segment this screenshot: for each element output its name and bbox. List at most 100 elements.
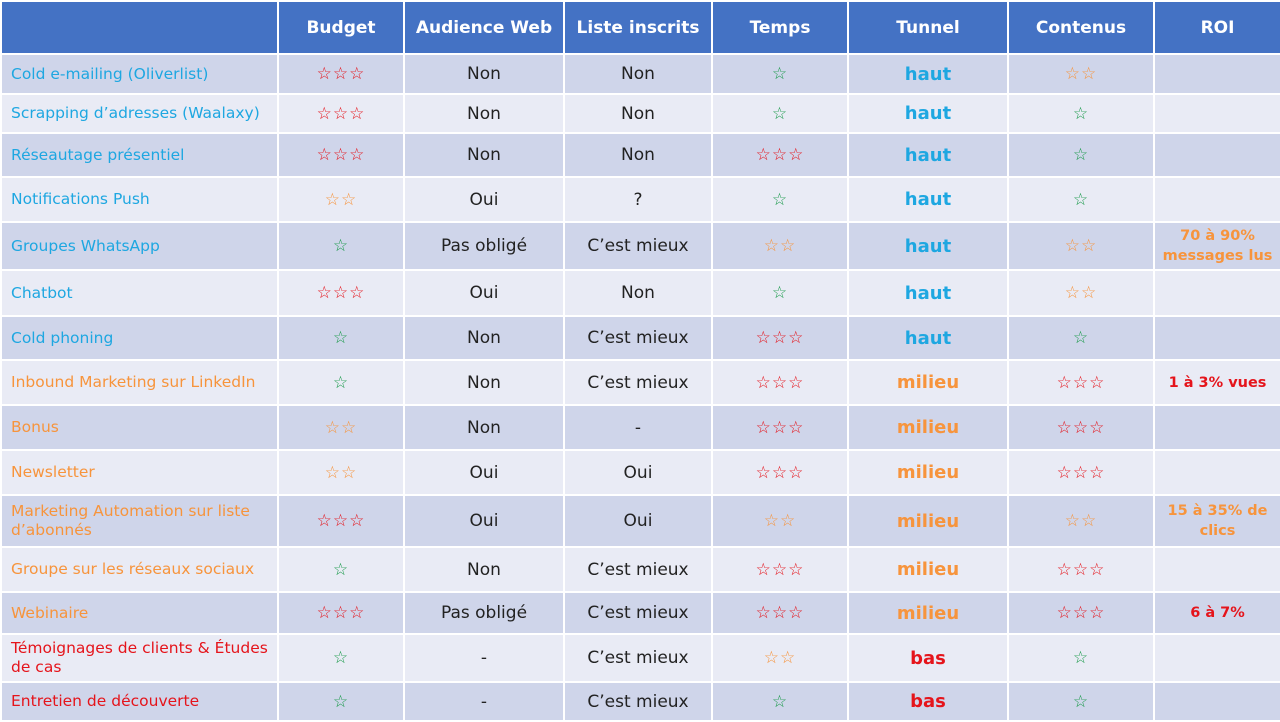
star-icon: ☆ (771, 283, 789, 303)
star-icon: ☆ (332, 283, 350, 303)
audience-web-cell: Non (403, 53, 565, 95)
liste-inscrits-cell: Oui (563, 494, 713, 548)
audience-web-cell: Non (403, 404, 565, 451)
tunnel-cell: haut (847, 132, 1009, 178)
star-icon: ☆ (755, 603, 772, 623)
star-icon: ☆ (332, 648, 350, 668)
star-icon: ☆ (1081, 64, 1098, 84)
star-icon: ☆ (341, 462, 358, 483)
row-name: Scrapping d’adresses (Waalaxy) (0, 93, 279, 134)
star-icon: ☆ (755, 417, 772, 438)
star-icon: ☆ (771, 189, 789, 210)
table-row: Marketing Automation sur liste d’abonnés… (0, 494, 1280, 548)
budget-rating: ☆ (277, 315, 405, 361)
row-name: Témoignages de clients & Études de cas (0, 633, 279, 683)
star-icon: ☆ (1072, 372, 1090, 393)
contenus-rating: ☆☆☆ (1007, 546, 1155, 593)
star-icon: ☆ (1056, 372, 1073, 393)
table-row: Témoignages de clients & Études de cas ☆ -… (0, 633, 1280, 683)
tunnel-cell: haut (847, 269, 1009, 317)
audience-web-cell: - (403, 633, 565, 683)
budget-rating: ☆☆☆ (277, 269, 405, 317)
budget-rating: ☆☆ (277, 176, 405, 223)
star-icon: ☆ (771, 559, 789, 580)
audience-web-cell: Oui (403, 494, 565, 548)
star-icon: ☆ (1072, 103, 1090, 124)
table-row: Scrapping d’adresses (Waalaxy) ☆☆☆ Non Non ☆… (0, 93, 1280, 134)
header-contenus: Contenus (1007, 0, 1155, 55)
contenus-rating: ☆☆☆ (1007, 449, 1155, 496)
star-icon: ☆ (755, 559, 772, 580)
star-icon: ☆ (1081, 511, 1098, 531)
star-icon: ☆ (788, 603, 805, 623)
temps-rating: ☆☆ (711, 221, 849, 271)
star-icon: ☆ (788, 372, 805, 393)
star-icon: ☆ (1072, 462, 1090, 483)
temps-rating: ☆☆☆ (711, 591, 849, 635)
star-icon: ☆ (1081, 236, 1098, 256)
star-icon: ☆ (332, 559, 350, 580)
header-temps: Temps (711, 0, 849, 55)
tunnel-cell: haut (847, 53, 1009, 95)
header-row: Budget Audience Web Liste inscrits Temps… (0, 0, 1280, 55)
row-name: Notifications Push (0, 176, 279, 223)
liste-inscrits-cell: - (563, 404, 713, 451)
star-icon: ☆ (755, 328, 772, 348)
star-icon: ☆ (1089, 417, 1106, 438)
tunnel-cell: milieu (847, 359, 1009, 406)
roi-cell (1153, 449, 1280, 496)
audience-web-cell: Pas obligé (403, 591, 565, 635)
star-icon: ☆ (771, 328, 789, 348)
tunnel-cell: milieu (847, 404, 1009, 451)
table-row: Notifications Push ☆☆ Oui? ☆ haut ☆ (0, 176, 1280, 223)
row-name: Réseautage présentiel (0, 132, 279, 178)
contenus-rating: ☆☆☆ (1007, 404, 1155, 451)
roi-cell (1153, 546, 1280, 593)
roi-cell: 6 à 7% (1153, 591, 1280, 635)
star-icon: ☆ (1072, 559, 1090, 580)
table-row: Inbound Marketing sur LinkedIn ☆ Non C’est … (0, 359, 1280, 406)
star-icon: ☆ (349, 603, 366, 623)
roi-cell (1153, 132, 1280, 178)
contenus-rating: ☆ (1007, 176, 1155, 223)
liste-inscrits-cell: C’est mieux (563, 359, 713, 406)
star-icon: ☆ (780, 511, 797, 531)
contenus-rating: ☆ (1007, 681, 1155, 722)
star-icon: ☆ (755, 372, 772, 393)
star-icon: ☆ (788, 559, 805, 580)
liste-inscrits-cell: C’est mieux (563, 546, 713, 593)
star-icon: ☆ (1072, 648, 1090, 668)
row-name: Cold e-mailing (Oliverlist) (0, 53, 279, 95)
row-name: Chatbot (0, 269, 279, 317)
contenus-rating: ☆ (1007, 93, 1155, 134)
budget-rating: ☆☆☆ (277, 132, 405, 178)
liste-inscrits-cell: C’est mieux (563, 315, 713, 361)
contenus-rating: ☆☆☆ (1007, 591, 1155, 635)
star-icon: ☆ (349, 145, 366, 165)
star-icon: ☆ (1064, 283, 1081, 303)
row-name: Cold phoning (0, 315, 279, 361)
contenus-rating: ☆☆ (1007, 53, 1155, 95)
star-icon: ☆ (771, 603, 789, 623)
tunnel-cell: milieu (847, 546, 1009, 593)
liste-inscrits-cell: Non (563, 93, 713, 134)
tunnel-cell: milieu (847, 591, 1009, 635)
star-icon: ☆ (324, 189, 341, 210)
budget-rating: ☆☆☆ (277, 93, 405, 134)
liste-inscrits-cell: C’est mieux (563, 633, 713, 683)
header-liste-inscrits: Liste inscrits (563, 0, 713, 55)
table-row: Bonus ☆☆ Non - ☆☆☆ milieu ☆☆☆ (0, 404, 1280, 451)
star-icon: ☆ (316, 511, 333, 531)
budget-rating: ☆ (277, 359, 405, 406)
row-name: Marketing Automation sur liste d’abonnés (0, 494, 279, 548)
liste-inscrits-cell: Non (563, 132, 713, 178)
header-budget: Budget (277, 0, 405, 55)
audience-web-cell: Non (403, 93, 565, 134)
header-audience-web: Audience Web (403, 0, 565, 55)
star-icon: ☆ (316, 603, 333, 623)
temps-rating: ☆☆☆ (711, 359, 849, 406)
star-icon: ☆ (763, 236, 780, 256)
roi-cell (1153, 681, 1280, 722)
contenus-rating: ☆☆☆ (1007, 359, 1155, 406)
temps-rating: ☆☆ (711, 633, 849, 683)
